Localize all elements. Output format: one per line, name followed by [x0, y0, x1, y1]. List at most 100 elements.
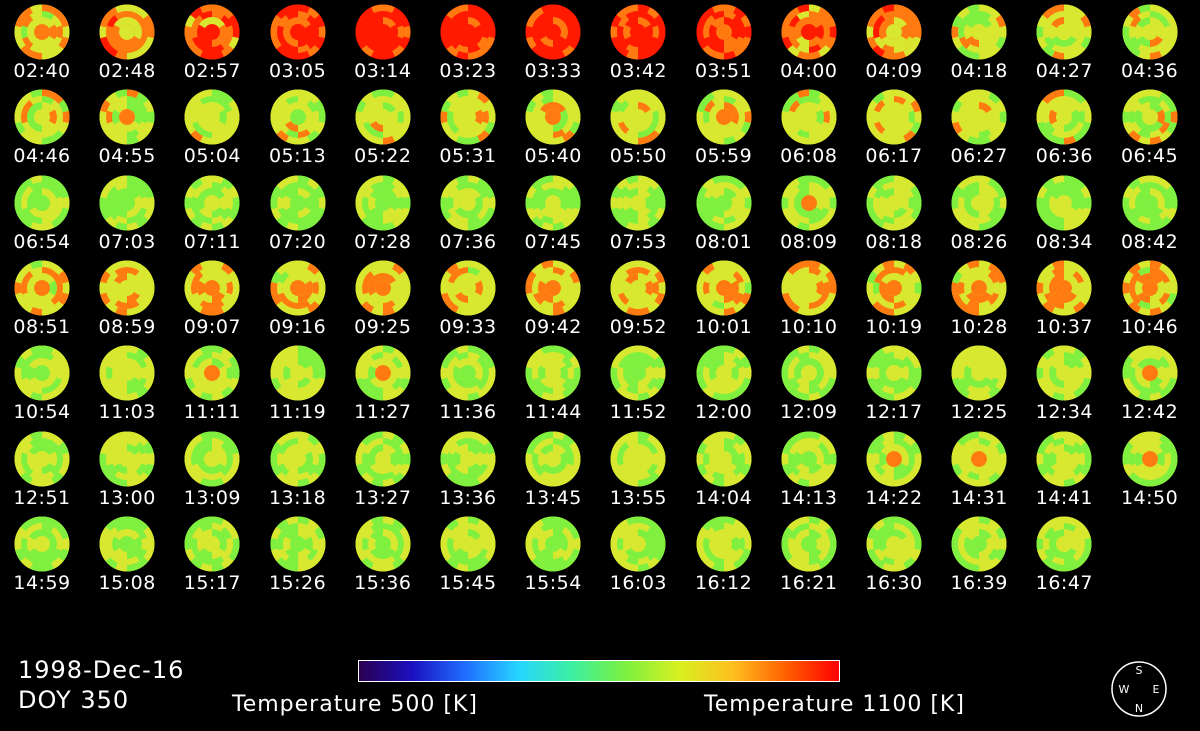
disk-segment — [382, 11, 396, 20]
disk-segment — [282, 365, 291, 381]
disk-segment — [14, 281, 22, 295]
disk-image — [1036, 516, 1092, 572]
disk-segment — [966, 352, 980, 362]
disk-segment — [107, 356, 119, 369]
disk-segment — [959, 100, 971, 113]
disk-segment — [284, 547, 298, 559]
disk-segment — [455, 470, 468, 480]
disk-segment — [476, 36, 488, 49]
disk-segment — [796, 181, 809, 191]
disk-segment — [448, 121, 460, 135]
disk-segment — [711, 260, 724, 269]
disk-image — [610, 516, 666, 572]
disk-segment — [623, 280, 632, 296]
disk-segment — [370, 11, 383, 20]
disk-segment — [562, 7, 575, 19]
disk-segment — [1128, 348, 1141, 361]
disk-segment — [369, 36, 383, 47]
disk-segment — [979, 470, 992, 480]
disk-segment — [455, 291, 468, 303]
disk-segment — [569, 270, 580, 284]
disk-segment — [184, 367, 192, 380]
disk-segment — [221, 526, 233, 540]
disk-segment — [723, 555, 736, 565]
disk-segment — [645, 24, 654, 40]
disk-segment — [29, 385, 42, 395]
disk-segment — [297, 358, 311, 370]
disk-segment — [1064, 477, 1077, 486]
disk-segment — [882, 392, 894, 401]
disk-segment — [1064, 528, 1078, 540]
disk-image — [610, 89, 666, 145]
disk-segment — [1064, 437, 1077, 447]
disk-segment — [226, 366, 234, 380]
disk-segment — [966, 462, 980, 474]
disk-segment — [361, 25, 369, 39]
disk-segment — [626, 96, 639, 106]
disk-segment — [114, 547, 128, 559]
disk-segment — [114, 36, 128, 47]
disk-segment — [966, 129, 980, 139]
disk-segment — [894, 187, 907, 199]
disk-segment — [696, 196, 704, 209]
disk-segment — [277, 15, 289, 28]
disk-segment — [468, 260, 480, 269]
disk-segment — [212, 102, 226, 114]
disk-segment — [1036, 452, 1044, 465]
disk-segment — [562, 526, 574, 540]
disk-segment — [638, 129, 651, 139]
disk-segment — [1128, 92, 1141, 105]
frame-time-label: 04:00 — [780, 60, 838, 82]
disk-segment — [647, 548, 659, 561]
disk-segment — [787, 92, 800, 105]
disk-segment — [531, 7, 545, 19]
disk-segment — [795, 377, 809, 389]
disk-segment — [874, 185, 886, 198]
disk-segment — [476, 270, 488, 284]
disk-segment — [532, 452, 539, 465]
disk-segment — [562, 356, 574, 369]
disk-segment — [446, 215, 459, 228]
disk-segment — [1073, 548, 1085, 561]
disk-segment — [658, 367, 666, 380]
disk-segment — [29, 377, 42, 389]
disk-segment — [468, 392, 480, 401]
disk-segment — [638, 187, 652, 199]
disk-segment — [456, 260, 468, 269]
disk-segment — [29, 187, 42, 199]
disk-segment — [56, 281, 63, 295]
disk-frame: 11:19 — [256, 341, 340, 427]
disk-segment — [569, 356, 580, 369]
disk-segment — [382, 44, 396, 53]
disk-segment — [1073, 270, 1085, 284]
disk-segment — [1042, 7, 1056, 19]
disk-segment — [136, 177, 149, 190]
disk-segment — [617, 366, 625, 380]
disk-segment — [212, 89, 225, 99]
disk-segment — [370, 392, 383, 401]
disk-segment — [191, 452, 199, 465]
disk-segment — [314, 185, 325, 198]
disk-segment — [1122, 441, 1134, 454]
frame-time-label: 10:28 — [950, 315, 1008, 338]
disk-segment — [894, 528, 907, 540]
disk-segment — [1064, 431, 1077, 440]
disk-segment — [99, 25, 107, 39]
disk-segment — [1052, 50, 1065, 60]
disk-segment — [988, 45, 1001, 57]
disk-segment — [127, 206, 141, 218]
disk-segment — [228, 121, 240, 135]
disk-segment — [894, 300, 907, 309]
disk-segment — [993, 537, 1001, 551]
disk-segment — [1129, 15, 1141, 28]
disk-segment — [966, 206, 980, 218]
disk-frame: 04:27 — [1022, 0, 1106, 86]
disk-segment — [569, 207, 580, 220]
disk-segment — [979, 50, 992, 60]
disk-segment — [979, 187, 993, 199]
disk-segment — [796, 437, 809, 447]
disk-segment — [1134, 365, 1143, 381]
disk-segment — [306, 356, 318, 369]
disk-segment — [42, 477, 54, 486]
disk-segment — [1137, 4, 1150, 14]
